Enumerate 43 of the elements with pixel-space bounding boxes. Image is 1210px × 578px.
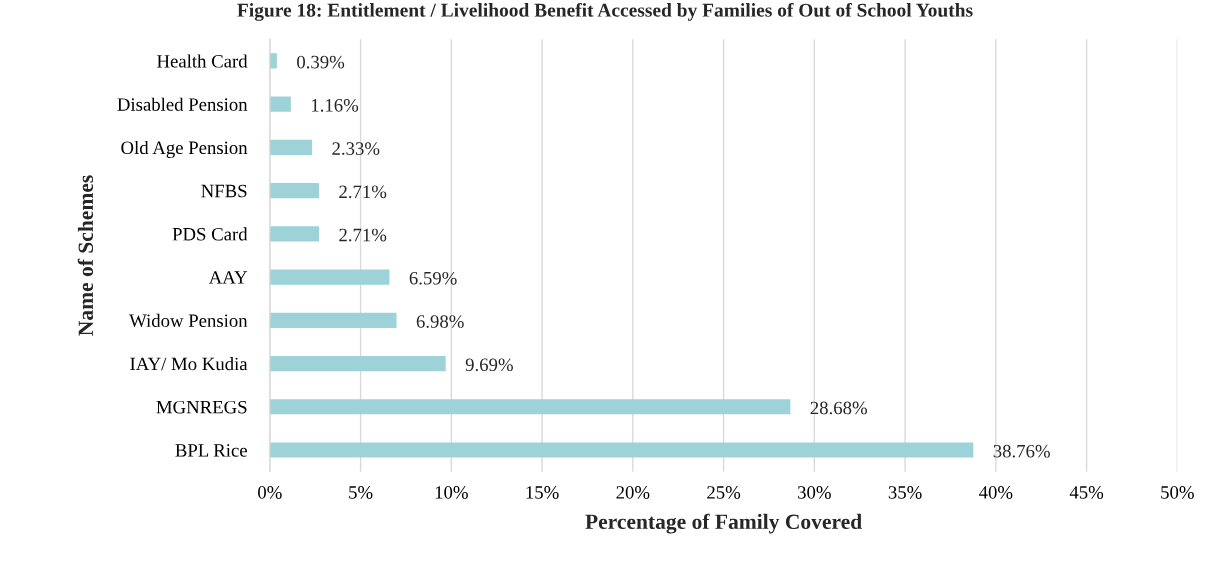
bar — [269, 139, 313, 155]
x-tick-label: 35% — [888, 486, 922, 499]
y-tick-label: BPL Rice — [175, 444, 247, 457]
bar — [269, 183, 320, 199]
y-tick-label: PDS Card — [172, 227, 248, 241]
y-tick-label: Disabled Pension — [117, 97, 248, 111]
y-tick-label: Health Card — [157, 54, 248, 68]
data-label: 6.59% — [409, 271, 457, 285]
chart-title: Figure 18: Entitlement / Livelihood Benefit Accessed by Families of Out of School Youths — [237, 2, 973, 21]
bar — [269, 312, 397, 328]
x-tick-label: 0% — [258, 486, 282, 499]
bar — [269, 269, 390, 285]
data-label: 0.39% — [297, 55, 345, 69]
x-tick-label: 5% — [349, 486, 373, 499]
x-tick-label: 50% — [1161, 486, 1194, 499]
y-tick-label: IAY/ Mo Kudia — [130, 357, 248, 371]
y-tick-label: AAY — [208, 271, 248, 284]
data-label: 2.71% — [339, 185, 387, 199]
y-tick-label: Old Age Pension — [121, 140, 248, 158]
y-axis-title: Name of Schemes — [77, 175, 94, 336]
bar — [269, 226, 320, 242]
x-tick-label: 10% — [435, 486, 468, 499]
data-label: 38.76% — [993, 444, 1050, 458]
x-tick-label: 30% — [798, 486, 831, 499]
x-tick-label: 25% — [707, 486, 741, 499]
data-label: 6.98% — [416, 315, 464, 328]
data-label: 2.71% — [339, 228, 387, 242]
x-tick-label: 20% — [616, 486, 650, 499]
y-tick-label: Widow Pension — [129, 313, 248, 328]
bar — [269, 399, 791, 415]
bar — [269, 356, 446, 372]
y-tick-label: NFBS — [201, 184, 247, 198]
data-label: 2.33% — [332, 142, 380, 155]
bar — [269, 442, 974, 458]
x-tick-label: 15% — [526, 486, 559, 499]
y-tick-label: MGNREGS — [156, 400, 247, 414]
data-label: 28.68% — [810, 401, 867, 415]
data-label: 9.69% — [465, 358, 513, 372]
x-tick-label: 40% — [979, 486, 1013, 499]
x-tick-label: 45% — [1069, 486, 1104, 499]
bar — [269, 96, 291, 112]
x-axis-title: Percentage of Family Covered — [585, 513, 862, 534]
data-label: 1.16% — [311, 98, 359, 112]
